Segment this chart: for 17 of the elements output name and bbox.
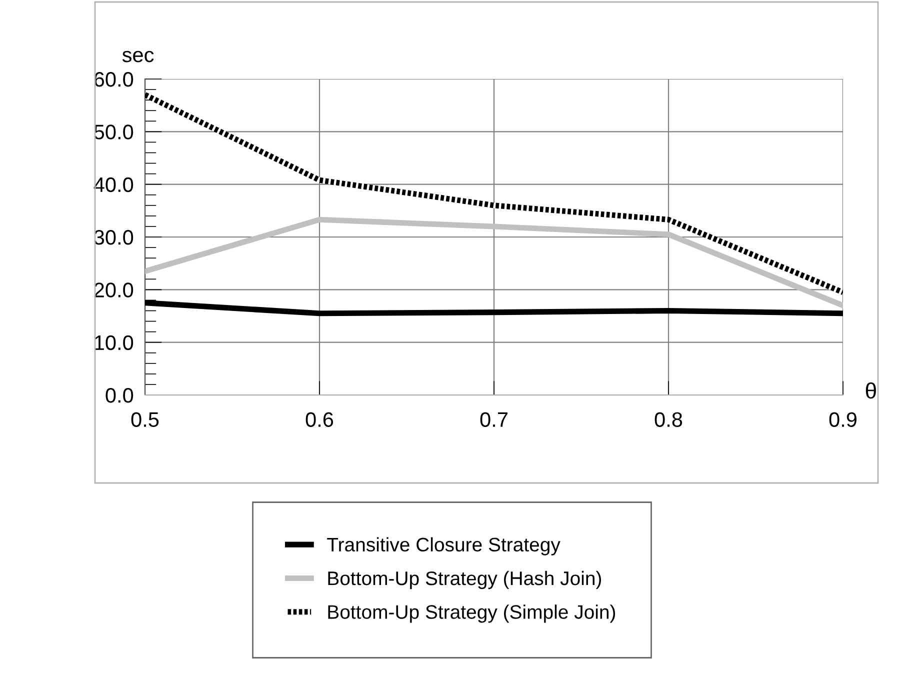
- x-tick-label: 0.8: [654, 412, 682, 427]
- y-tick-label: 40.0: [94, 177, 134, 192]
- legend-label: Bottom-Up Strategy (Simple Join): [328, 604, 616, 623]
- y-tick-label: 10.0: [94, 335, 134, 350]
- x-tick-label: 0.9: [829, 412, 856, 427]
- y-tick-label: 50.0: [94, 124, 134, 140]
- x-axis-title: θ: [866, 382, 876, 399]
- x-tick-label: 0.7: [480, 412, 508, 427]
- y-tick-label: 0.0: [106, 388, 134, 403]
- y-tick-label: 30.0: [94, 230, 134, 245]
- x-tick-label: 0.5: [131, 412, 159, 427]
- y-tick-label: 20.0: [94, 282, 134, 298]
- legend-label: Bottom-Up Strategy (Hash Join): [328, 570, 602, 590]
- y-axis-title: sec: [122, 50, 154, 62]
- y-tick-label: 60.0: [94, 72, 134, 87]
- legend-label: Transitive Closure Strategy: [327, 537, 560, 556]
- x-tick-label: 0.6: [306, 412, 334, 427]
